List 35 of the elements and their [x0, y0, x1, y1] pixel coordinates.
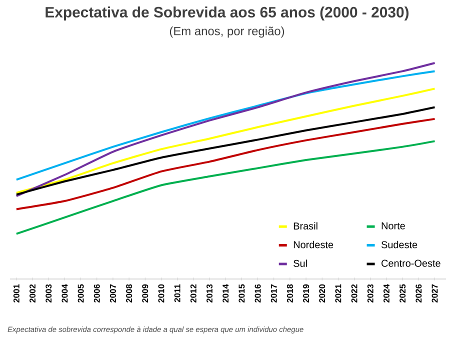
- chart-subtitle: (Em anos, por região): [170, 26, 284, 38]
- x-tick-label: 2001: [13, 284, 20, 303]
- legend-label: Norte: [382, 222, 405, 230]
- legend-label: Brasil: [294, 222, 318, 230]
- x-tick-label: 2018: [286, 284, 293, 303]
- x-tick-label: 2019: [303, 284, 310, 303]
- legend-label: Nordeste: [294, 240, 334, 248]
- legend-label: Sul: [294, 260, 307, 267]
- chart-title: Expectativa de Sobrevida aos 65 anos (2000 - 2030): [46, 6, 409, 20]
- x-tick-label: 2007: [110, 284, 116, 303]
- x-tick-label: 2003: [46, 284, 52, 303]
- x-tick-label: 2027: [432, 284, 438, 303]
- x-tick-label: 2010: [158, 284, 164, 303]
- legend-label: Sudeste: [381, 240, 418, 248]
- x-tick-label: 2012: [190, 284, 196, 303]
- x-tick-label: 2026: [416, 284, 422, 303]
- x-tick-label: 2023: [367, 284, 374, 303]
- x-tick-label: 2020: [319, 284, 326, 303]
- x-tick-label: 2017: [270, 284, 277, 303]
- x-tick-label: 2004: [62, 284, 68, 303]
- x-tick-label: 2011: [174, 284, 180, 302]
- x-tick-label: 2022: [351, 284, 358, 303]
- x-tick-label: 2025: [400, 284, 406, 303]
- x-tick-label: 2009: [142, 284, 148, 303]
- x-tick-label: 2006: [94, 284, 100, 303]
- x-tick-label: 2024: [383, 284, 390, 303]
- x-tick-label: 2005: [78, 284, 84, 303]
- x-tick-label: 2021: [335, 284, 342, 303]
- x-tick-label: 2014: [222, 284, 229, 303]
- x-tick-label: 2016: [254, 284, 261, 303]
- x-tick-label: 2015: [238, 284, 245, 303]
- legend-label: Centro-Oeste: [382, 260, 440, 267]
- x-tick-label: 2002: [30, 284, 36, 303]
- x-tick-label: 2008: [126, 284, 132, 303]
- x-tick-label: 2013: [206, 284, 213, 303]
